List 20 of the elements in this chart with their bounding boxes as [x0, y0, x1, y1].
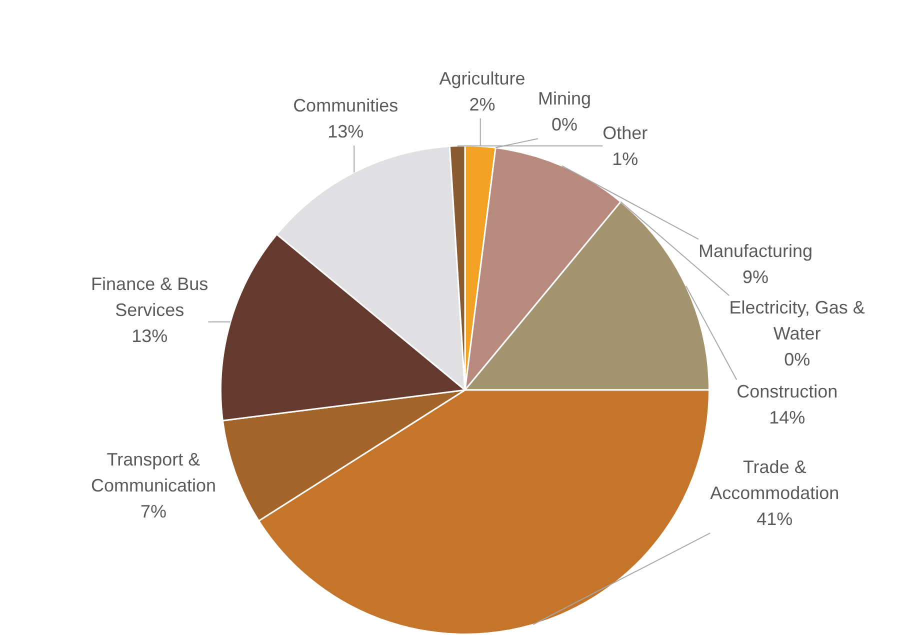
slice-label: Finance & Bus Services [91, 274, 208, 320]
slice-label: Manufacturing [698, 241, 813, 262]
slice-label: Construction [736, 382, 838, 402]
data-label: 7% [140, 502, 166, 522]
text: 0% [552, 114, 578, 135]
slice-label: Trade & Accommodation [710, 457, 840, 504]
category-label: Mining [538, 88, 592, 109]
data-label: 13% [132, 326, 168, 346]
data-label: 1% [612, 149, 638, 170]
slice-label: Transport & Communication [90, 450, 216, 496]
slice-label: Communities [293, 96, 398, 116]
data-label: 13% [328, 122, 364, 142]
data-label: 41% [756, 509, 793, 530]
slice-label: Other [602, 123, 648, 144]
text: 0% [784, 350, 810, 370]
data-label: 9% [742, 267, 768, 288]
slice-label: Agriculture [439, 68, 526, 88]
data-label: 14% [769, 408, 806, 428]
data-label: 2% [469, 94, 496, 114]
category-label: Electricity, Gas & Water [729, 298, 865, 344]
